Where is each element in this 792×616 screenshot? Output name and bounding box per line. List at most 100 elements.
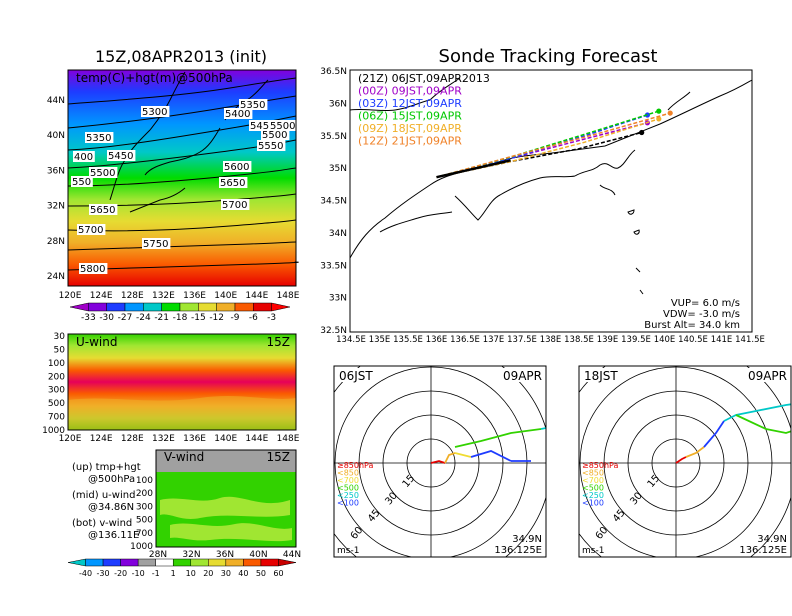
wind-colorbar-label: -40 xyxy=(79,569,92,578)
hodograph-time-bg xyxy=(336,368,376,382)
vwind-light-patches-2 xyxy=(170,523,292,542)
contour-label-bg xyxy=(269,120,298,131)
contour-label: 5500 xyxy=(262,130,287,141)
contour-label-bg xyxy=(221,199,250,210)
y-tick-label: 300 xyxy=(136,502,153,512)
x-tick-label: 140E xyxy=(654,335,676,345)
hodograph-trace xyxy=(703,420,725,448)
panel-500hpa-yticks: 44N 40N 36N 32N 28N 24N xyxy=(47,96,65,282)
wind-colorbar-label: 20 xyxy=(203,569,213,578)
y-tick-label: 50 xyxy=(54,345,66,355)
x-tick-label: 132E xyxy=(152,291,175,301)
contour-label: 400 xyxy=(74,152,93,163)
hodograph-level-legend: ≥850hPa xyxy=(337,461,374,470)
x-tick-label: 135E xyxy=(369,335,391,345)
hodograph-location-lat: 34.9N xyxy=(512,534,542,545)
contour-label: 5500 xyxy=(90,168,115,179)
contour-label-bg xyxy=(79,263,108,274)
colorbar-swatch xyxy=(271,302,291,312)
x-tick-label: 28N xyxy=(149,550,167,560)
hodograph-location-lon: 136.125E xyxy=(739,545,787,556)
param-burst: Burst Alt= 34.0 km xyxy=(644,320,740,331)
contour-label: 550 xyxy=(72,177,91,188)
contour-label: 5300 xyxy=(142,107,167,118)
contour-label-bg xyxy=(71,176,93,187)
contour-label-bg xyxy=(73,151,95,162)
x-tick-label: 134.5E xyxy=(336,335,366,345)
x-tick-label: 136E xyxy=(183,434,206,444)
panel-vwind-frame xyxy=(155,449,297,548)
contour-lines xyxy=(67,77,299,271)
hodograph-location-lon: 136.125E xyxy=(494,545,542,556)
track-map-xticks: 134.5E 135E 135.5E 136E 136.5E 137E 137.5E 138E… xyxy=(336,335,765,345)
hodograph-trace xyxy=(675,456,687,464)
hodograph-date-bg xyxy=(494,368,544,382)
wind-colorbar-label: 40 xyxy=(238,569,248,578)
y-tick-label: 1000 xyxy=(130,542,153,552)
hodograph-trace xyxy=(735,414,791,434)
y-tick-label: 32.5N xyxy=(320,326,347,336)
x-tick-label: 141.5E xyxy=(735,335,765,345)
colorbar-swatch xyxy=(179,302,199,312)
x-tick-label: 140E xyxy=(214,291,237,301)
panel-uwind-label: U-wind xyxy=(76,335,117,349)
y-tick-label: 36.5N xyxy=(320,67,347,77)
x-tick-label: 141E xyxy=(711,335,733,345)
panel-500hpa-xticks: 120E 124E 128E 132E 136E 140E 144E 148E xyxy=(59,291,300,301)
wind-colorbar-swatch xyxy=(278,558,297,567)
hodograph-time: 18JST xyxy=(584,369,618,383)
y-tick-label: 36N xyxy=(47,166,65,176)
contour-label-bg xyxy=(261,129,290,140)
panel-500hpa-frame xyxy=(67,69,297,287)
colorbar-label: -12 xyxy=(209,313,224,323)
contour-label: 5800 xyxy=(80,264,105,275)
contour-label-bg xyxy=(239,99,268,110)
wind-colorbar-label: 30 xyxy=(221,569,231,578)
wind-colorbar-swatch xyxy=(102,558,121,567)
y-tick-label: 33N xyxy=(329,294,347,304)
hodograph-trace xyxy=(444,452,456,464)
contour-label: 5400 xyxy=(225,109,250,120)
x-tick-label: 148E xyxy=(277,291,300,301)
panel-uwind-time: 15Z xyxy=(267,335,291,349)
colorbar-label: -9 xyxy=(231,313,240,323)
panel-vwind: V-wind 15Z 100 200 300 500 700 1000 28N 32N 36N… xyxy=(130,449,301,560)
hodograph-level-legend: <500 xyxy=(337,484,359,493)
colorbar-swatch xyxy=(216,302,236,312)
contour-labels: 5300535054005450550053505450555056005650… xyxy=(71,99,298,275)
param-vup: VUP= 6.0 m/s xyxy=(671,298,740,309)
wind-colorbar-label: -1 xyxy=(152,569,160,578)
sonde-track-line xyxy=(436,112,671,178)
x-tick-label: 36N xyxy=(216,550,234,560)
x-tick-label: 144E xyxy=(245,291,268,301)
track-map-background xyxy=(350,70,752,332)
wind-colorbar-label: 50 xyxy=(256,569,266,578)
wind-colorbar-label: -20 xyxy=(114,569,127,578)
y-tick-label: 36N xyxy=(329,99,347,109)
track-legend-entry: (00Z) 09JST,09APR xyxy=(358,85,462,98)
hodograph-date: 09APR xyxy=(748,369,787,383)
colorbar-swatch xyxy=(88,302,107,312)
colorbar-swatch xyxy=(161,302,181,312)
contour-label-bg xyxy=(257,140,286,151)
right-title: Sonde Tracking Forecast xyxy=(439,46,658,67)
x-tick-label: 124E xyxy=(90,434,113,444)
x-tick-label: 44N xyxy=(283,550,301,560)
contour-label: 5350 xyxy=(240,100,265,111)
colorbar-swatch xyxy=(143,302,162,312)
wind-colorbar-swatch xyxy=(190,558,209,567)
x-tick-label: 139.5E xyxy=(621,335,651,345)
colorbar-swatch xyxy=(198,302,217,312)
wind-colorbar-swatch xyxy=(172,558,192,567)
contour-label: 5650 xyxy=(90,205,115,216)
y-tick-label: 100 xyxy=(48,359,65,369)
wind-colorbar-label: 1 xyxy=(171,569,176,578)
x-tick-label: 137E xyxy=(483,335,505,345)
hodograph-level-legend: <100 xyxy=(337,499,359,508)
contour-label: 5450 xyxy=(250,121,275,132)
sonde-landing-point xyxy=(656,116,662,122)
track-legend-entry: (12Z) 21JST,09APR xyxy=(358,135,462,148)
wind-colorbar-swatch xyxy=(67,558,86,567)
hodograph-date-bg xyxy=(739,368,789,382)
